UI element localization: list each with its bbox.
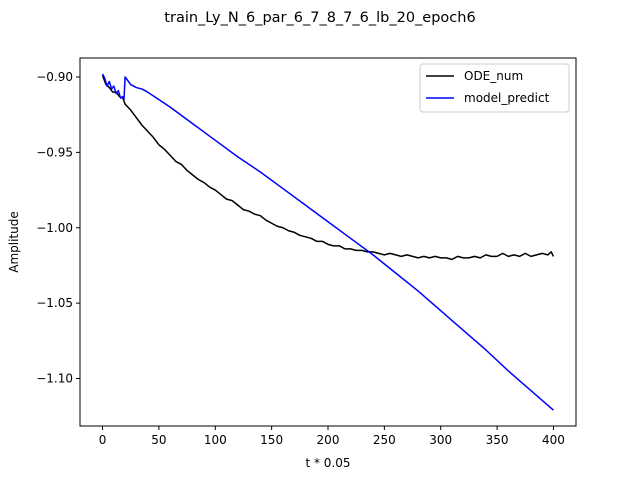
y-tick-label: −1.00: [36, 221, 73, 235]
y-tick-label: −0.95: [36, 145, 73, 159]
x-tick-label: 200: [317, 433, 340, 447]
y-axis-label: Amplitude: [7, 211, 21, 273]
x-tick-label: 0: [99, 433, 107, 447]
x-axis-label: t * 0.05: [305, 456, 350, 470]
legend-label-model-predict: model_predict: [464, 91, 550, 105]
y-tick-label: −1.10: [36, 372, 73, 386]
y-tick-label: −1.05: [36, 296, 73, 310]
plot-series: [101, 73, 555, 411]
x-tick-label: 250: [373, 433, 396, 447]
y-axis: −0.90 −0.95 −1.00 −1.05 −1.10: [36, 70, 80, 386]
legend: ODE_num model_predict: [419, 63, 570, 113]
x-tick-label: 50: [151, 433, 166, 447]
legend-label-ode-num: ODE_num: [464, 69, 523, 83]
x-tick-label: 350: [486, 433, 509, 447]
chart-title: train_Ly_N_6_par_6_7_8_7_6_lb_20_epoch6: [164, 10, 475, 26]
y-tick-label: −0.90: [36, 70, 73, 84]
x-axis: 0 50 100 150 200 250 300 350 400: [99, 426, 565, 447]
legend-box: [419, 63, 570, 113]
x-tick-label: 150: [260, 433, 283, 447]
x-tick-label: 400: [542, 433, 565, 447]
series-line-ode-num: [101, 75, 555, 261]
x-tick-label: 300: [429, 433, 452, 447]
series-line-model-predict: [101, 73, 554, 411]
x-tick-label: 100: [204, 433, 227, 447]
